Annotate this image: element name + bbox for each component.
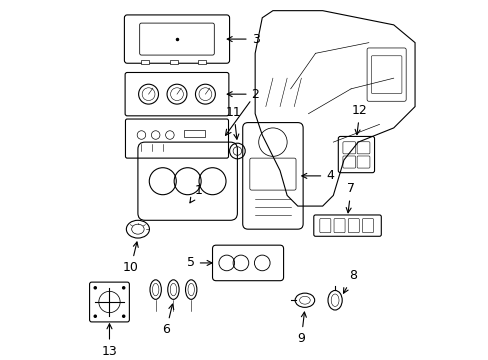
Circle shape: [93, 314, 97, 318]
Text: 4: 4: [301, 170, 333, 183]
Bar: [183, 130, 205, 137]
Text: 12: 12: [351, 104, 367, 135]
Circle shape: [153, 171, 172, 191]
Circle shape: [202, 171, 222, 191]
Text: 8: 8: [343, 270, 357, 293]
Text: 3: 3: [227, 33, 259, 46]
Circle shape: [122, 314, 125, 318]
Text: 10: 10: [122, 242, 139, 274]
Text: 11: 11: [225, 106, 241, 139]
Bar: [198, 60, 206, 64]
Text: 1: 1: [189, 184, 202, 203]
Text: 5: 5: [186, 256, 212, 269]
Circle shape: [122, 286, 125, 289]
Circle shape: [177, 171, 197, 191]
Text: 6: 6: [162, 304, 173, 336]
Text: 13: 13: [102, 324, 117, 357]
Text: 7: 7: [346, 183, 354, 213]
Circle shape: [93, 286, 97, 289]
Bar: [169, 60, 177, 64]
Text: 2: 2: [227, 87, 259, 101]
Text: 9: 9: [297, 312, 305, 345]
Bar: [141, 60, 149, 64]
